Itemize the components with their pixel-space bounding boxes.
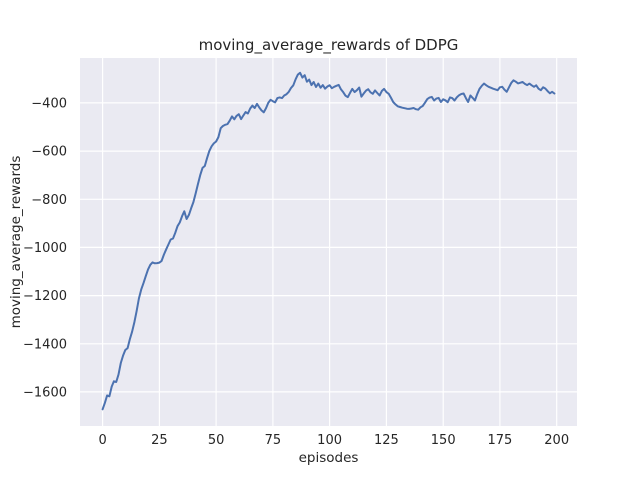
x-tick-label: 175 xyxy=(487,433,512,448)
x-tick-label: 50 xyxy=(208,433,225,448)
data-line xyxy=(101,71,556,411)
gridlines xyxy=(80,58,577,426)
x-tick-label: 75 xyxy=(265,433,282,448)
x-tick-label: 150 xyxy=(431,433,456,448)
x-tick-labels: 0 25 50 75 100 125 150 175 200 xyxy=(98,433,569,448)
x-tick-label: 125 xyxy=(374,433,399,448)
y-tick-label: −400 xyxy=(31,96,67,111)
y-tick-label: −800 xyxy=(31,193,67,208)
x-axis-label: episodes xyxy=(299,450,359,466)
x-tick-label: 100 xyxy=(317,433,342,448)
chart-title: moving_average_rewards of DDPG xyxy=(199,36,459,55)
plot-area xyxy=(80,58,577,426)
data-line-layer xyxy=(101,71,556,411)
y-tick-label: −1200 xyxy=(23,289,67,304)
x-tick-label: 25 xyxy=(151,433,168,448)
x-tick-label: 200 xyxy=(544,433,569,448)
y-tick-labels: −400 −600 −800 −1000 −1200 −1400 −1600 xyxy=(23,96,67,400)
y-tick-label: −1600 xyxy=(23,385,67,400)
y-tick-label: −1400 xyxy=(23,337,67,352)
y-tick-label: −1000 xyxy=(23,241,67,256)
y-axis-label: moving_average_rewards xyxy=(8,156,24,329)
x-tick-label: 0 xyxy=(98,433,106,448)
y-tick-label: −600 xyxy=(31,145,67,160)
